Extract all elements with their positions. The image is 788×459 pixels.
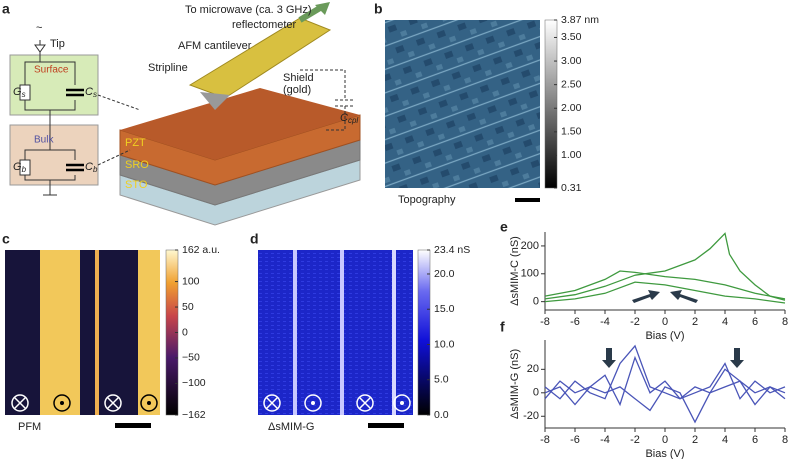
colorbar-tick-label: 100 [182,275,200,287]
y-tick-label: 100 [521,268,539,280]
colorbar-tick-label: 0.31 [561,182,582,194]
colorbar-tick-label: −162 [182,409,206,421]
colorbar [417,249,431,416]
x-tick-label: 8 [782,434,788,446]
caption: Topography [398,194,456,206]
x-tick-label: 4 [722,434,728,446]
colorbar-tick-label: 3.87 nm [561,14,599,26]
caption: ΔsMIM-G [268,421,314,433]
x-tick-label: -2 [630,316,640,328]
label: Gb [13,161,27,174]
x-tick-label: -2 [630,434,640,446]
x-axis-label: Bias (V) [645,330,684,342]
series-line [544,355,786,407]
scale-bar [368,423,404,428]
image-shade [385,20,540,188]
colorbar-tick-label: 15.0 [434,303,455,315]
y-axis-label: ΔsMIM-G (nS) [509,349,521,419]
caption: PFM [18,421,41,433]
colorbar-tick-label: 10.0 [434,338,455,350]
series-line [544,270,786,300]
x-tick-label: -4 [600,434,610,446]
x-tick-label: 0 [662,316,668,328]
label: Cb [85,161,98,174]
label: (gold) [283,84,311,96]
colorbar-tick-label: 1.50 [561,126,582,138]
y-tick-label: 20 [527,363,539,375]
x-tick-label: 0 [662,434,668,446]
label: Ccpl [340,112,358,125]
y-tick-label: 0 [533,387,539,399]
x-tick-label: 4 [722,316,728,328]
colorbar-tick-label: 0.0 [434,409,449,421]
label: Tip [50,38,65,50]
series-line [544,232,786,301]
colorbar-tick-label: 2.50 [561,78,582,90]
series-line [544,380,786,424]
panel-label: e [500,219,508,235]
scale-bar [115,423,151,428]
label: Stripline [148,62,188,74]
y-axis-label: ΔsMIM-C (nS) [509,236,521,306]
colorbar-tick-label: 1.00 [561,149,582,161]
x-tick-label: -6 [570,434,580,446]
label: Surface [34,65,69,76]
label: Shield [283,72,314,84]
annotation-arrows [602,290,744,368]
circuit [9,40,99,196]
axis [544,340,785,429]
layer-label: PZT [125,137,146,149]
label: Cs [85,86,97,99]
label: Gs [13,86,26,99]
label: AFM cantilever [178,40,252,52]
colorbar-tick-label: 3.00 [561,55,582,67]
label: Bulk [34,135,54,146]
x-tick-label: 8 [782,316,788,328]
x-axis-label: Bias (V) [645,448,684,459]
layer-label: STO [125,179,148,191]
colorbar-tick-label: 20.0 [434,268,455,280]
sample-stack [97,2,361,226]
smim-image [258,250,413,415]
colorbar-tick-label: 2.00 [561,102,582,114]
panel-label: c [2,231,10,247]
x-tick-label: 2 [692,316,698,328]
colorbar-tick-label: −100 [182,377,206,389]
colorbar-tick-label: 0 [182,326,188,338]
label: reflectometer [232,19,297,31]
layer-label: SRO [125,159,149,171]
source-symbol: ~ [36,22,42,34]
x-tick-label: -8 [540,434,550,446]
pfm-image [5,250,160,415]
panel-label: a [2,1,10,17]
label: To microwave (ca. 3 GHz) [185,4,312,16]
colorbar [544,19,558,189]
colorbar-tick-label: 5.0 [434,374,449,386]
x-tick-label: -4 [600,316,610,328]
x-tick-label: 2 [692,434,698,446]
panel-label: d [250,231,259,247]
colorbar-tick-label: 50 [182,301,194,313]
colorbar-tick-label: −50 [182,352,200,364]
x-tick-label: 6 [752,434,758,446]
x-tick-label: 6 [752,316,758,328]
x-tick-label: -6 [570,316,580,328]
panel-label: f [500,319,505,335]
topography-image [385,20,540,188]
y-tick-label: 200 [521,240,539,252]
scale-bar [515,198,540,202]
y-tick-label: 0 [533,296,539,308]
series-line [544,281,786,304]
y-tick-label: -20 [523,410,539,422]
colorbar-tick-label: 3.50 [561,31,582,43]
x-tick-label: -8 [540,316,550,328]
colorbar-tick-label: 162 a.u. [182,244,220,256]
panel-label: b [374,1,383,17]
colorbar-tick-label: 23.4 nS [434,244,470,256]
